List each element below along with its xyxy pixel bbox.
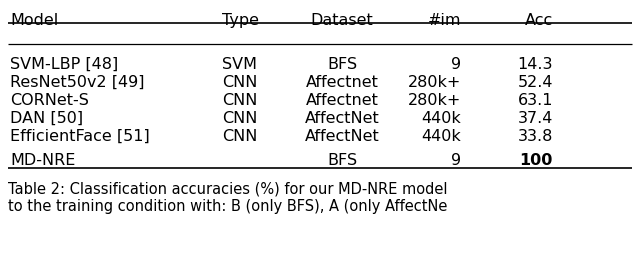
Text: CNN: CNN xyxy=(222,93,257,108)
Text: CNN: CNN xyxy=(222,129,257,144)
Text: CORNet-S: CORNet-S xyxy=(10,93,89,108)
Text: 280k+: 280k+ xyxy=(408,93,461,108)
Text: EfficientFace [51]: EfficientFace [51] xyxy=(10,129,150,144)
Text: 9: 9 xyxy=(451,153,461,168)
Text: SVM-LBP [48]: SVM-LBP [48] xyxy=(10,57,118,72)
Text: 37.4: 37.4 xyxy=(518,111,553,126)
Text: 280k+: 280k+ xyxy=(408,75,461,90)
Text: MD-NRE: MD-NRE xyxy=(10,153,76,168)
Text: DAN [50]: DAN [50] xyxy=(10,111,83,126)
Text: Affectnet: Affectnet xyxy=(305,75,378,90)
Text: Dataset: Dataset xyxy=(310,13,373,28)
Text: 63.1: 63.1 xyxy=(518,93,553,108)
Text: 440k: 440k xyxy=(421,111,461,126)
Text: ResNet50v2 [49]: ResNet50v2 [49] xyxy=(10,75,145,90)
Text: CNN: CNN xyxy=(222,111,257,126)
Text: Model: Model xyxy=(10,13,58,28)
Text: SVM: SVM xyxy=(222,57,257,72)
Text: #im: #im xyxy=(428,13,461,28)
Text: AffectNet: AffectNet xyxy=(305,111,380,126)
Text: BFS: BFS xyxy=(327,153,357,168)
Text: 100: 100 xyxy=(520,153,553,168)
Text: 9: 9 xyxy=(451,57,461,72)
Text: AffectNet: AffectNet xyxy=(305,129,380,144)
Text: 33.8: 33.8 xyxy=(518,129,553,144)
Text: Acc: Acc xyxy=(525,13,553,28)
Text: 440k: 440k xyxy=(421,129,461,144)
Text: Affectnet: Affectnet xyxy=(305,93,378,108)
Text: CNN: CNN xyxy=(222,75,257,90)
Text: Type: Type xyxy=(222,13,259,28)
Text: 14.3: 14.3 xyxy=(518,57,553,72)
Text: Table 2: Classification accuracies (%) for our MD-NRE model: Table 2: Classification accuracies (%) f… xyxy=(8,181,447,196)
Text: to the training condition with: B (only BFS), A (only AffectNe: to the training condition with: B (only … xyxy=(8,199,447,214)
Text: BFS: BFS xyxy=(327,57,357,72)
Text: 52.4: 52.4 xyxy=(518,75,553,90)
